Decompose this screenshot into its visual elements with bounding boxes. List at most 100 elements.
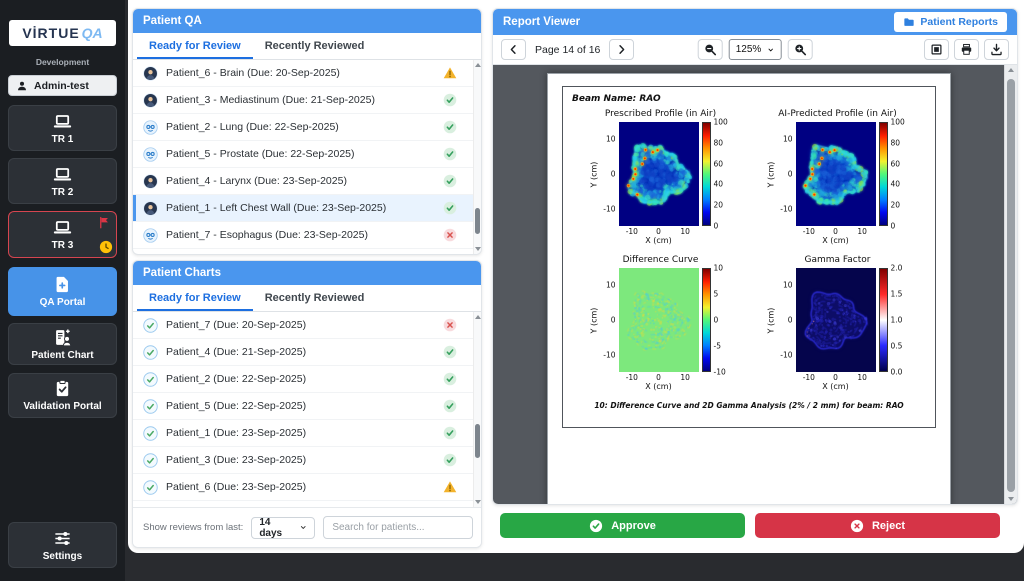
report-scrollbar[interactable] (1004, 65, 1017, 504)
charts-footer: Show reviews from last: 14 days (133, 507, 481, 547)
patient-qa-list-item[interactable]: Patient_5 - Prostate (Due: 22-Sep-2025) (133, 141, 481, 168)
report-toolbar: Page 14 of 16 125% (493, 35, 1017, 65)
patient-avatar (143, 66, 158, 81)
download-button[interactable] (984, 39, 1009, 60)
patient-label: Patient_4 - Larynx (Due: 23-Sep-2025) (166, 175, 347, 187)
status-icon (443, 174, 457, 188)
scroll-down-arrow[interactable] (1008, 497, 1014, 501)
patient-search-input[interactable] (323, 516, 474, 539)
scroll-down-arrow[interactable] (474, 500, 481, 504)
report-viewer-canvas-area: Beam Name: RAO Prescribed Profile (in Ai… (493, 65, 1017, 504)
patient-charts-list-item[interactable]: Patient_1 (Due: 23-Sep-2025) (133, 420, 481, 447)
nav-qa-portal[interactable]: QA Portal (8, 267, 117, 316)
zoom-level-select[interactable]: 125% (728, 39, 782, 60)
zoom-in-button[interactable] (787, 39, 813, 60)
zoom-controls: 125% (697, 39, 813, 60)
scrollbar[interactable] (473, 312, 481, 507)
settings-button[interactable]: Settings (8, 522, 117, 568)
patient-qa-list-item[interactable]: Patient_4 - Larynx (Due: 23-Sep-2025) (133, 168, 481, 195)
print-button[interactable] (954, 39, 979, 60)
patient-charts-tabs: Ready for Review Recently Reviewed (133, 285, 481, 312)
scrollbar[interactable] (473, 60, 481, 254)
colorbar-tick-label: 0.5 (890, 341, 903, 351)
patient-label: Patient_1 (Due: 23-Sep-2025) (166, 427, 307, 439)
prev-page-button[interactable] (501, 39, 526, 60)
chevron-down-icon (299, 523, 307, 532)
colorbar-tick-label: 0.0 (890, 367, 903, 377)
admin-user-button[interactable]: Admin-test (8, 75, 117, 96)
colorbar-ticks: 2.0 1.5 1.0 0.5 0.0 (888, 264, 910, 377)
scroll-down-arrow[interactable] (474, 247, 481, 251)
review-period-select[interactable]: 14 days (251, 516, 316, 539)
colorbar-tick-label: 40 (713, 179, 724, 189)
heatmap-canvas-difference (618, 268, 699, 372)
person-icon (16, 80, 28, 92)
page-view-button[interactable] (924, 39, 949, 60)
patient-label: Patient_5 (Due: 22-Sep-2025) (166, 400, 307, 412)
x-tick-label: -10 (802, 227, 815, 236)
patient-charts-list-item[interactable]: Patient_2 (Due: 22-Sep-2025) (133, 366, 481, 393)
patient-qa-list-item[interactable]: Patient_1 - Left Chest Wall (Due: 23-Sep… (133, 195, 481, 222)
scrollbar-thumb[interactable] (1007, 79, 1015, 492)
patient-qa-list-item[interactable]: Patient_2 - Lung (Due: 22-Sep-2025) (133, 114, 481, 141)
chart-avatar (143, 399, 158, 414)
colorbar (878, 268, 888, 372)
status-icon (443, 147, 457, 161)
reject-button[interactable]: Reject (755, 513, 1000, 538)
patient-qa-list-item[interactable]: Patient_7 - Esophagus (Due: 23-Sep-2025) (133, 222, 481, 249)
scrollbar-thumb[interactable] (475, 208, 480, 234)
patient-qa-list-item[interactable]: Patient_3 - Mediastinum (Due: 21-Sep-202… (133, 87, 481, 114)
zoom-out-button[interactable] (697, 39, 723, 60)
status-icon (443, 66, 457, 80)
chart-avatar (143, 372, 158, 387)
nav-validation-portal[interactable]: Validation Portal (8, 373, 117, 418)
clock-pending-icon (99, 240, 113, 254)
patient-charts-list-item[interactable]: Patient_6 (Due: 23-Sep-2025) (133, 474, 481, 501)
next-page-button[interactable] (609, 39, 635, 60)
colorbar-tick-label: 20 (890, 200, 901, 210)
colorbar-tick-label: 1.5 (890, 289, 903, 299)
colorbar (701, 268, 711, 372)
flag-icon (98, 216, 111, 229)
heatmap-canvas-ai-predicted (795, 122, 876, 226)
colorbar-tick-label: 60 (890, 159, 901, 169)
patient-reports-button[interactable]: Patient Reports (894, 12, 1007, 32)
x-axis-ticks: -10 0 10 (796, 372, 876, 382)
tab-recently-reviewed[interactable]: Recently Reviewed (264, 292, 365, 304)
status-icon (443, 480, 457, 494)
nav-patient-chart[interactable]: Patient Chart (8, 323, 117, 365)
machine-button-tr3[interactable]: TR 3 (8, 211, 117, 258)
scroll-up-arrow[interactable] (1008, 68, 1014, 72)
patient-chart-icon (53, 328, 72, 347)
colorbar-tick-label: 20 (713, 200, 724, 210)
colorbar-tick-label: 2.0 (890, 263, 903, 273)
logo-text-virtue: VİRTUE (22, 25, 80, 41)
y-tick-label: -10 (780, 350, 793, 360)
y-tick-label: 0 (610, 315, 616, 325)
x-axis-ticks: -10 0 10 (796, 226, 876, 236)
colorbar-tick-label: 100 (890, 117, 905, 127)
tab-ready-for-review[interactable]: Ready for Review (137, 285, 253, 311)
tab-ready-for-review[interactable]: Ready for Review (137, 33, 253, 59)
y-axis-label: Y (cm) (589, 161, 598, 187)
patient-qa-list-item[interactable]: Patient_6 - Brain (Due: 20-Sep-2025) (133, 60, 481, 87)
colorbar-tick-label: 5 (713, 289, 719, 299)
patient-charts-list-item[interactable]: Patient_7 (Due: 20-Sep-2025) (133, 312, 481, 339)
patient-avatar (143, 147, 158, 162)
patient-charts-list-item[interactable]: Patient_4 (Due: 21-Sep-2025) (133, 339, 481, 366)
machine-label: TR 2 (51, 186, 74, 198)
machine-button-tr2[interactable]: TR 2 (8, 158, 117, 204)
scroll-up-arrow[interactable] (474, 63, 481, 67)
approve-button[interactable]: Approve (500, 513, 745, 538)
nav-label: Validation Portal (23, 401, 102, 412)
scroll-up-arrow[interactable] (474, 315, 481, 319)
patient-charts-list-item[interactable]: Patient_3 (Due: 23-Sep-2025) (133, 447, 481, 474)
colorbar-ticks: 10 5 0 -5 -10 (711, 264, 733, 377)
workspace: Patient QA Ready for Review Recently Rev… (128, 0, 1024, 553)
x-axis-label: X (cm) (822, 236, 849, 245)
machine-button-tr1[interactable]: TR 1 (8, 105, 117, 151)
scrollbar-thumb[interactable] (475, 424, 480, 458)
patient-charts-list-item[interactable]: Patient_5 (Due: 22-Sep-2025) (133, 393, 481, 420)
reject-label: Reject (871, 519, 906, 532)
tab-recently-reviewed[interactable]: Recently Reviewed (264, 40, 365, 52)
